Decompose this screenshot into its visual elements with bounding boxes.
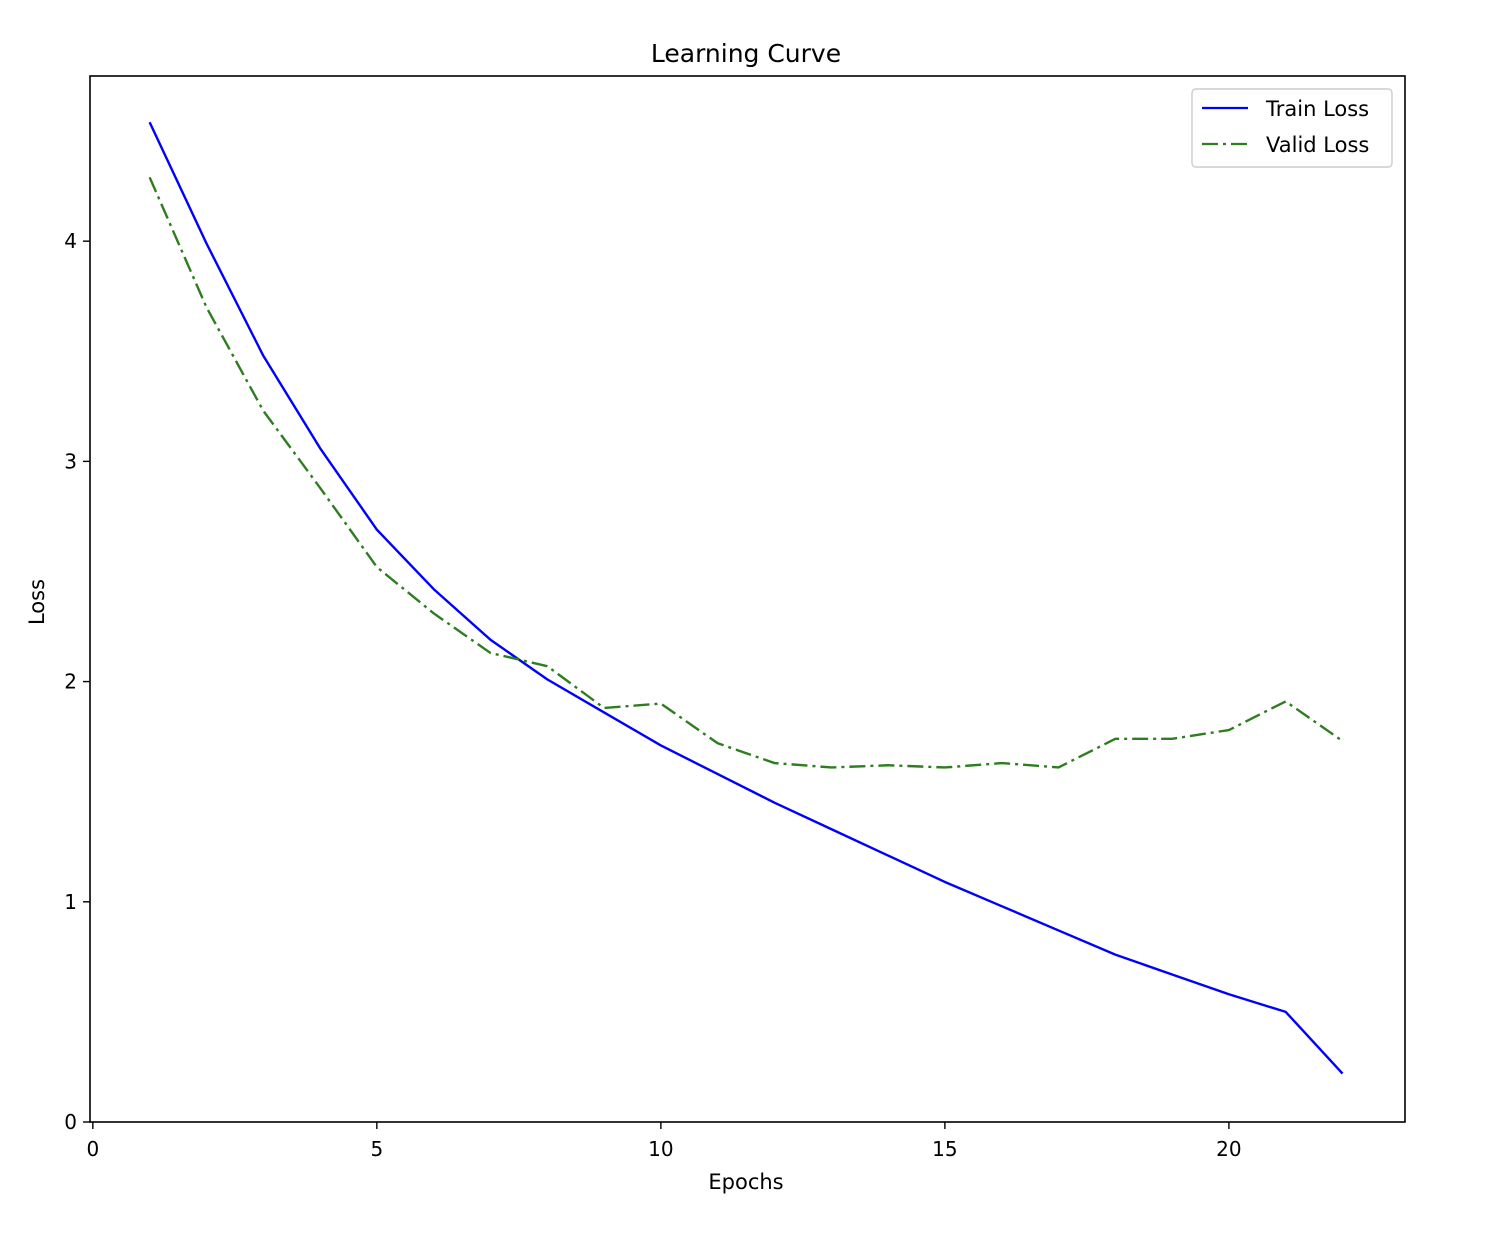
y-tick-label: 4 — [64, 229, 77, 253]
x-tick-label: 0 — [86, 1137, 99, 1161]
y-axis-label: Loss — [25, 579, 49, 625]
x-axis-ticks: 0 5 10 15 20 — [86, 1122, 1242, 1161]
chart-title: Learning Curve — [651, 39, 841, 68]
x-tick-label: 5 — [370, 1137, 383, 1161]
y-tick-label: 3 — [64, 449, 77, 473]
y-axis-ticks: 0 1 2 3 4 — [64, 229, 90, 1134]
y-tick-label: 2 — [64, 670, 77, 694]
x-tick-label: 10 — [648, 1137, 673, 1161]
legend-label-train-loss: Train Loss — [1265, 97, 1369, 121]
series-layer — [148, 121, 1344, 1075]
series-line-train-loss — [148, 121, 1344, 1075]
y-tick-label: 0 — [64, 1110, 77, 1134]
plot-frame — [89, 75, 1406, 1123]
y-tick-label: 1 — [64, 890, 77, 914]
x-tick-label: 15 — [932, 1137, 957, 1161]
legend-label-valid-loss: Valid Loss — [1266, 133, 1369, 157]
x-tick-label: 20 — [1216, 1137, 1241, 1161]
legend: Train Loss Valid Loss — [1191, 88, 1393, 168]
x-axis-label: Epochs — [708, 1170, 783, 1194]
series-line-valid-loss — [148, 176, 1344, 769]
